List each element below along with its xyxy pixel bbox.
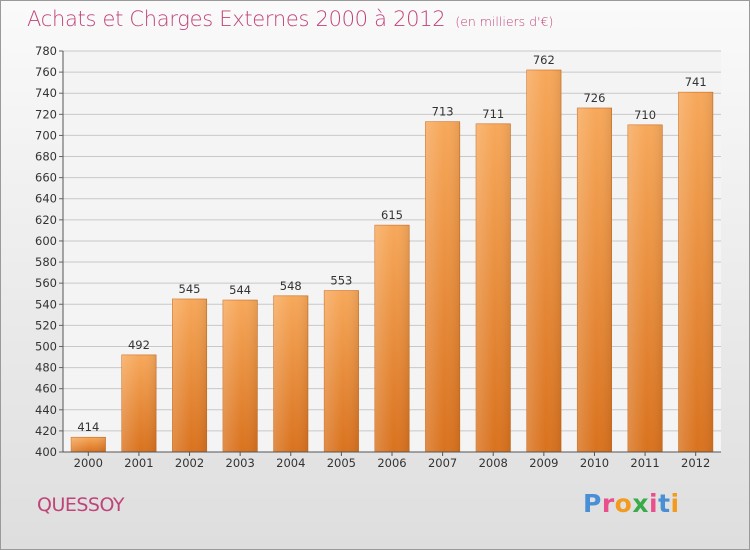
value-label: 711: [482, 107, 504, 121]
value-label: 414: [77, 420, 99, 434]
x-tick-label: 2012: [681, 456, 710, 470]
logo-letter: t: [658, 489, 671, 518]
bars: [70, 69, 714, 453]
x-tick-label: 2001: [124, 456, 153, 470]
logo-letter: i: [670, 489, 680, 518]
value-labels: 414 492 545 544 548 553 615 713 711 762 726 710 741: [77, 53, 706, 434]
x-tick-label: 2011: [630, 456, 659, 470]
bar-shade: [172, 298, 207, 452]
bar-shade: [526, 69, 562, 452]
y-axis: 400 420 440 460 480 500 520 540 560 580 600 620 640 6…: [35, 44, 64, 459]
bar-shade: [678, 92, 713, 452]
title-text: Achats et Charges Externes 2000 à 2012: [27, 7, 446, 31]
y-tick-label: 720: [35, 107, 57, 121]
y-tick-label: 500: [35, 339, 57, 353]
x-tick-label: 2006: [377, 456, 406, 470]
value-label: 726: [583, 91, 605, 105]
y-tick-label: 520: [35, 318, 57, 332]
bar-shade: [577, 107, 612, 453]
value-label: 548: [280, 279, 302, 293]
bar-shade: [71, 437, 106, 452]
proxiti-logo: Proxiti: [583, 489, 680, 518]
y-tick-label: 400: [35, 445, 57, 459]
x-axis: 2000 2001 2002 2003 2004 2005 2006 2007 2008 2009…: [63, 451, 721, 470]
bar-shade: [273, 295, 308, 452]
y-tick-label: 600: [35, 234, 57, 248]
x-tick-label: 2005: [327, 456, 356, 470]
bar-shade: [324, 290, 359, 452]
y-tick-label: 440: [35, 403, 57, 417]
y-tick-label: 540: [35, 297, 57, 311]
x-tick-label: 2003: [226, 456, 255, 470]
y-tick-label: 560: [35, 276, 57, 290]
y-tick-label: 740: [35, 86, 57, 100]
y-tick-label: 700: [35, 128, 57, 142]
x-tick-label: 2000: [74, 456, 103, 470]
logo-letter: P: [583, 489, 602, 518]
x-tick-label: 2010: [580, 456, 609, 470]
y-tick-label: 420: [35, 424, 57, 438]
y-tick-label: 660: [35, 171, 57, 185]
y-tick-label: 580: [35, 255, 57, 269]
value-label: 553: [330, 274, 352, 288]
y-tick-label: 480: [35, 361, 57, 375]
x-tick-label: 2009: [529, 456, 558, 470]
x-tick-label: 2008: [479, 456, 508, 470]
y-tick-label: 760: [35, 65, 57, 79]
value-label: 741: [685, 75, 707, 89]
bar-shade: [121, 354, 157, 452]
x-tick-label: 2004: [276, 456, 305, 470]
y-tick-label: 780: [35, 44, 57, 58]
chart-title: Achats et Charges Externes 2000 à 2012 (e…: [27, 7, 553, 31]
bar-shade: [425, 121, 460, 452]
y-tick-label: 640: [35, 192, 57, 206]
value-label: 545: [179, 282, 201, 296]
logo-letter: i: [649, 489, 659, 518]
bar-shade: [374, 225, 410, 452]
x-tick-label: 2007: [428, 456, 457, 470]
value-label: 762: [533, 53, 555, 67]
y-tick-label: 460: [35, 382, 57, 396]
bar-shade: [222, 300, 258, 452]
value-label: 492: [128, 338, 150, 352]
value-label: 713: [432, 105, 454, 119]
value-label: 615: [381, 208, 403, 222]
logo-letter: r: [601, 489, 615, 518]
title-unit: (en milliers d'€): [455, 14, 554, 29]
commune-name: QUESSOY: [37, 494, 125, 516]
value-label: 544: [229, 283, 251, 297]
bar-shade: [627, 124, 663, 453]
value-label: 710: [634, 108, 656, 122]
y-tick-label: 620: [35, 213, 57, 227]
bar-shade: [476, 123, 511, 452]
y-tick-label: 680: [35, 150, 57, 164]
logo-letter: x: [632, 489, 649, 518]
logo-letter: o: [614, 489, 633, 518]
x-tick-label: 2002: [175, 456, 204, 470]
